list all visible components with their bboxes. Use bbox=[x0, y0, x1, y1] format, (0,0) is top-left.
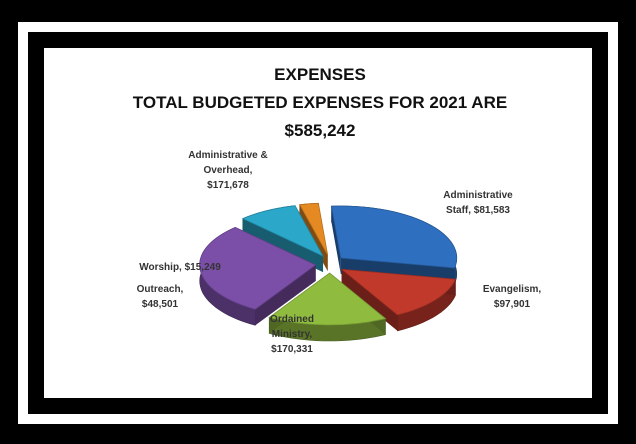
chart-title-line-2: TOTAL BUDGETED EXPENSES FOR 2021 ARE bbox=[133, 93, 507, 112]
slice-label-worship-1: Worship, $15,249 bbox=[139, 262, 221, 273]
slice-label-administrative-staff-2: Staff, $81,583 bbox=[446, 205, 510, 216]
slice-worship bbox=[299, 202, 329, 256]
slice-wall-administrative-overhead-0 bbox=[331, 206, 341, 275]
slice-wall-ordained-ministry-0 bbox=[255, 264, 316, 326]
slice-label-administrative-overhead-2: Overhead, bbox=[204, 165, 253, 176]
slice-label-administrative-overhead-1: Administrative & bbox=[188, 150, 267, 161]
slice-label-administrative-overhead-3: $171,678 bbox=[207, 180, 249, 191]
slice-label-outreach-2: $48,501 bbox=[142, 299, 179, 310]
slice-labels: Administrative & Overhead, $171,678 Adminis… bbox=[137, 150, 542, 355]
chart-title: EXPENSES TOTAL BUDGETED EXPENSES FOR 2021… bbox=[133, 65, 507, 140]
slice-label-outreach-1: Outreach, bbox=[137, 284, 184, 295]
chart-title-line-1: EXPENSES bbox=[274, 65, 366, 84]
slice-label-administrative-staff-1: Administrative bbox=[443, 190, 513, 201]
slice-wall-administrative-staff-1 bbox=[341, 269, 398, 331]
chart-title-line-3: $585,242 bbox=[285, 121, 356, 140]
slice-label-evangelism-1: Evangelism, bbox=[483, 284, 542, 295]
slice-label-ordained-ministry-2: Ministry, bbox=[272, 329, 313, 340]
slice-administrative-staff bbox=[340, 268, 457, 316]
slice-label-ordained-ministry-3: $170,331 bbox=[271, 344, 313, 355]
slice-label-evangelism-2: $97,901 bbox=[494, 299, 531, 310]
slice-ordained-ministry bbox=[199, 226, 317, 310]
slice-outreach bbox=[241, 205, 324, 258]
slice-evangelism bbox=[268, 272, 387, 326]
slice-tops bbox=[199, 202, 458, 326]
slice-administrative-overhead bbox=[331, 205, 458, 269]
slice-label-ordained-ministry-1: Ordained bbox=[270, 314, 314, 325]
